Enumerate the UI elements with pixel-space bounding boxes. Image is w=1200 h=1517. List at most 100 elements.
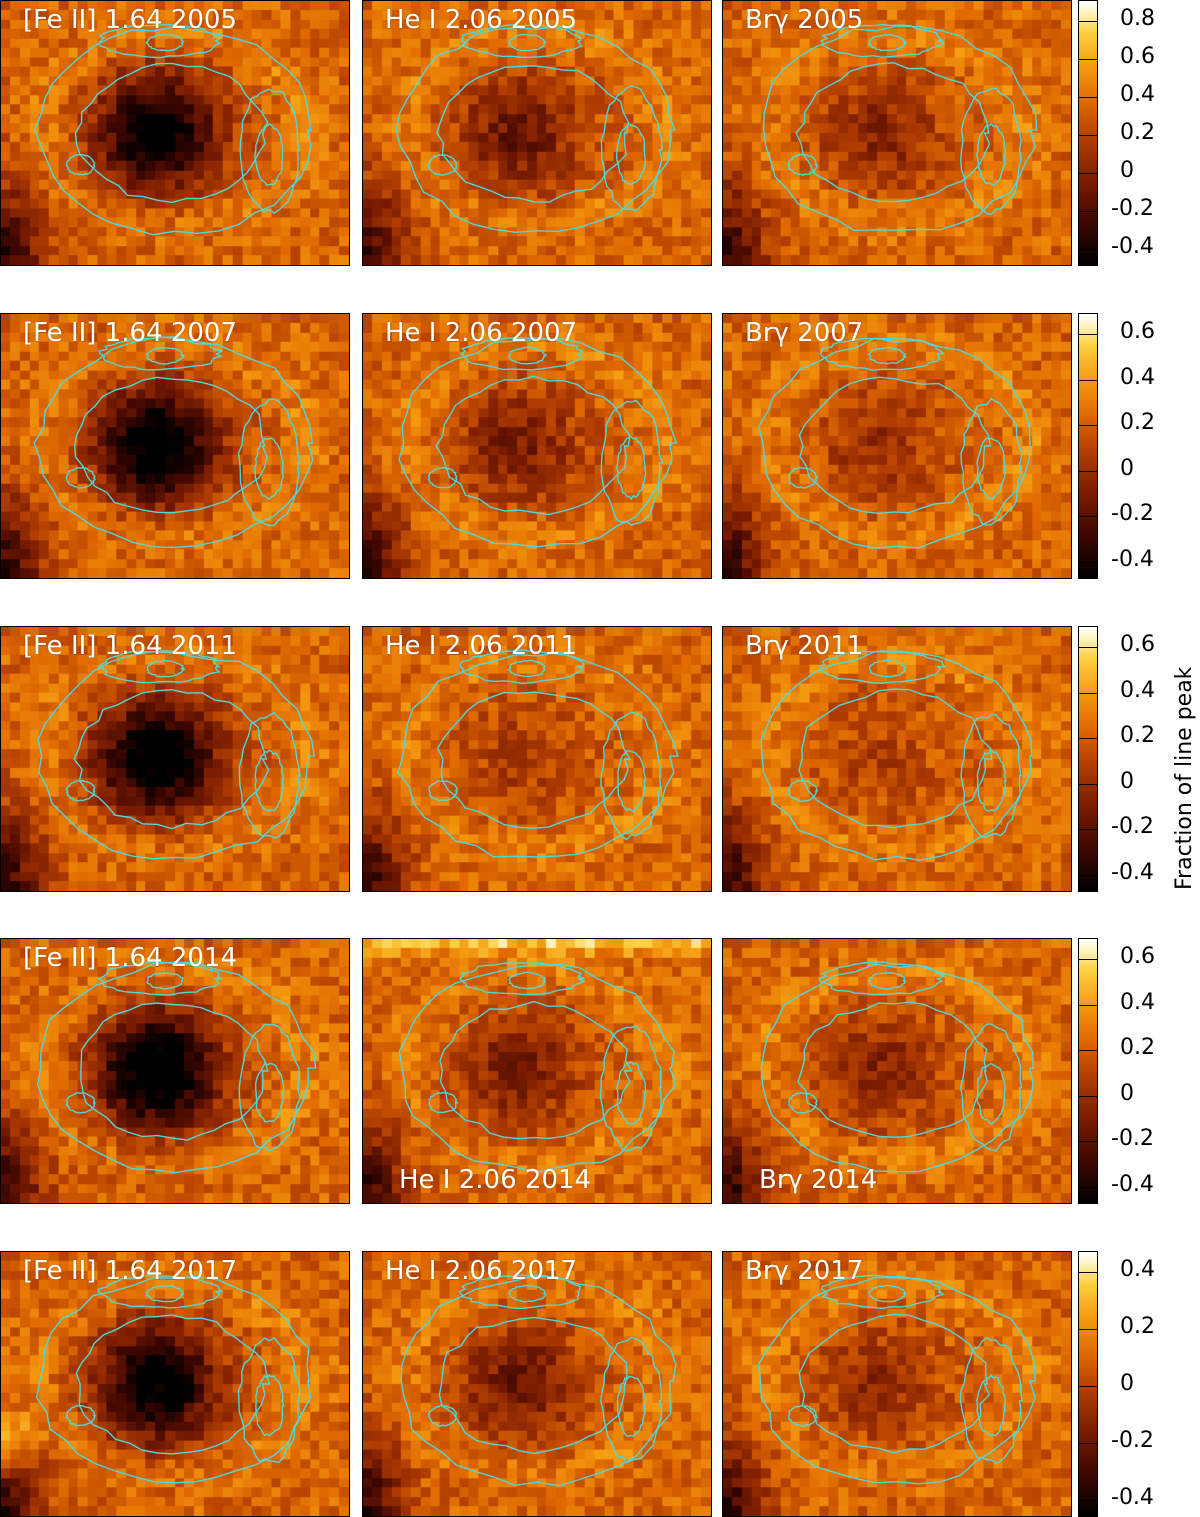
image-panel: Brγ 2017 <box>722 1251 1072 1517</box>
colorbar-tick <box>1079 562 1089 563</box>
emission-contour <box>508 1284 547 1303</box>
colorbar-tick-label: -0.4 <box>1111 234 1154 259</box>
emission-contour <box>975 122 1007 187</box>
emission-contour <box>600 399 664 526</box>
image-panel: Brγ 2011 <box>722 626 1072 892</box>
emission-contour <box>458 962 587 996</box>
emission-contour <box>508 33 547 52</box>
colorbar-tick <box>1079 783 1089 785</box>
emission-map-image <box>723 1252 1071 1516</box>
emission-contour <box>427 1404 457 1427</box>
emission-contour <box>960 87 1022 216</box>
panel-label: Brγ 2017 <box>745 1256 864 1286</box>
emission-contour <box>960 1023 1023 1152</box>
emission-contour <box>34 25 312 236</box>
colorbar-tick <box>1079 135 1089 136</box>
colorbar-tick <box>1087 1443 1097 1444</box>
colorbar-tick <box>1087 470 1097 472</box>
colorbar-tick <box>1079 97 1089 98</box>
emission-contour <box>459 649 585 685</box>
colorbar-tick <box>1079 249 1089 250</box>
emission-contour <box>35 1275 312 1484</box>
colorbar-tick-label: 0.2 <box>1120 120 1155 145</box>
colorbar-tick-label: -0.2 <box>1111 814 1154 840</box>
contour-overlay <box>760 650 1033 861</box>
emission-contour <box>75 1314 271 1455</box>
colorbar-tick <box>1079 959 1089 960</box>
contour-overlay <box>34 24 312 236</box>
emission-contour <box>400 1274 677 1487</box>
emission-map-image <box>723 939 1071 1203</box>
emission-contour <box>97 961 223 996</box>
colorbar-tick <box>1087 379 1097 381</box>
colorbar-tick-label: 0.8 <box>1120 6 1155 31</box>
emission-contour <box>508 346 547 365</box>
emission-contour <box>868 971 907 990</box>
image-panel: He I 2.06 2007 <box>362 313 712 579</box>
emission-contour <box>615 436 647 501</box>
image-panel: Brγ 2014 <box>722 938 1072 1204</box>
colorbar-tick-label: 0.4 <box>1120 989 1155 1015</box>
emission-contour <box>145 33 185 52</box>
colorbar-tick-label: 0.6 <box>1120 44 1155 69</box>
colorbar-tick-label: -0.2 <box>1111 1428 1154 1453</box>
colorbar <box>1078 1251 1098 1517</box>
emission-contour <box>616 1061 647 1125</box>
emission-contour <box>976 437 1007 500</box>
panel-label: Brγ 2014 <box>759 1165 878 1195</box>
emission-contour <box>80 1002 269 1141</box>
colorbar-tick <box>1079 1050 1089 1052</box>
image-panel: He I 2.06 2005 <box>362 0 712 266</box>
emission-contour <box>616 1375 647 1437</box>
emission-contour <box>254 123 284 187</box>
colorbar-tick <box>1087 738 1097 740</box>
panel-label: [Fe II] 1.64 2005 <box>23 5 238 35</box>
emission-contour <box>439 1000 633 1140</box>
colorbar-tick-label: 0.6 <box>1120 632 1155 657</box>
colorbar-tick <box>1079 425 1089 427</box>
image-panel: Brγ 2005 <box>722 0 1072 266</box>
contour-overlay <box>757 1274 1036 1485</box>
contour-overlay <box>35 1274 312 1484</box>
emission-contour <box>74 62 269 204</box>
colorbar-tick <box>1087 783 1097 785</box>
colorbar-tick-label: -0.2 <box>1111 196 1154 221</box>
emission-contour <box>798 688 993 829</box>
colorbar-tick <box>1079 334 1089 335</box>
colorbar-tick <box>1087 516 1097 518</box>
image-panel: He I 2.06 2017 <box>362 1251 712 1517</box>
colorbar-tick <box>1079 1095 1089 1097</box>
emission-contour <box>65 1404 97 1427</box>
panel-label: [Fe II] 1.64 2011 <box>23 631 238 661</box>
emission-contour <box>760 963 1034 1173</box>
panel-label: He I 2.06 2011 <box>385 631 578 661</box>
colorbar-tick <box>1079 211 1089 212</box>
emission-contour <box>65 1092 96 1114</box>
emission-map-image <box>723 627 1071 891</box>
emission-map-image <box>723 1 1071 265</box>
colorbar-tick <box>1087 692 1097 694</box>
colorbar-tick <box>1087 1095 1097 1097</box>
emission-contour <box>37 650 315 860</box>
colorbar-label: Fraction of line peak <box>1172 666 1197 890</box>
emission-contour <box>436 691 632 829</box>
emission-contour <box>508 971 547 990</box>
colorbar-tick-label: 0 <box>1120 768 1134 794</box>
colorbar-tick-label: 0 <box>1120 455 1134 481</box>
emission-contour <box>600 85 663 212</box>
emission-contour <box>959 1337 1023 1465</box>
emission-contour <box>798 1313 990 1454</box>
emission-contour <box>239 88 301 214</box>
emission-contour <box>438 1316 628 1455</box>
emission-contour <box>74 376 268 514</box>
emission-contour <box>976 1373 1007 1437</box>
colorbar-tick-label: -0.4 <box>1111 1485 1154 1510</box>
colorbar-tick-label: 0.2 <box>1120 1035 1155 1061</box>
colorbar-tick <box>1079 21 1089 22</box>
emission-map-image <box>1 314 349 578</box>
colorbar-tick-label: -0.2 <box>1111 1126 1154 1152</box>
emission-contour <box>760 650 1033 861</box>
contour-overlay <box>757 337 1031 549</box>
emission-contour <box>253 437 284 501</box>
colorbar-tick <box>1079 1386 1089 1387</box>
